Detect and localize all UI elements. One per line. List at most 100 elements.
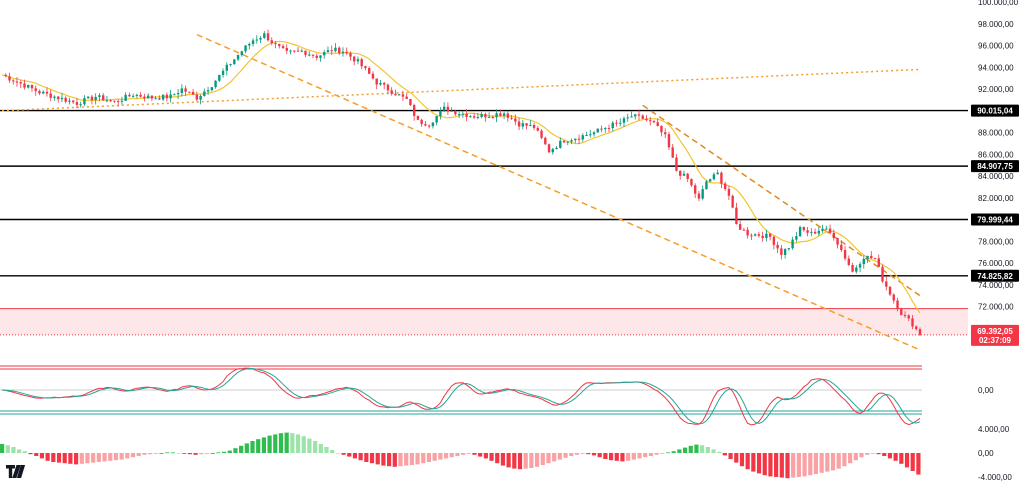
candle-body	[798, 227, 802, 237]
hist-bar	[722, 453, 727, 456]
hist-bar	[762, 453, 767, 476]
candle-body	[562, 140, 566, 143]
candle-body	[184, 88, 187, 92]
hist-bar	[461, 453, 466, 455]
candle-body	[701, 189, 704, 199]
hist-bar	[5, 445, 10, 453]
candle-body	[918, 329, 922, 335]
hist-bar	[142, 453, 147, 455]
candle-body	[150, 95, 154, 99]
candle-body	[656, 122, 659, 126]
candle-body	[810, 231, 813, 233]
candle-body	[611, 122, 614, 129]
candle-body	[753, 234, 757, 236]
hist-bar	[540, 453, 545, 465]
candle-body	[225, 64, 229, 71]
candle-body	[622, 118, 626, 123]
hist-bar	[398, 453, 403, 467]
candle-body	[368, 68, 371, 74]
candle-body	[236, 55, 240, 60]
candle-body	[308, 54, 311, 56]
hist-bar	[130, 453, 136, 458]
candle-body	[304, 50, 307, 55]
candle-body	[652, 120, 656, 123]
hist-bar	[865, 453, 870, 455]
hist-bar	[0, 444, 5, 453]
hist-bar	[56, 453, 62, 463]
candle-body	[761, 235, 764, 239]
candle-body	[877, 258, 880, 267]
candle-body	[83, 98, 86, 105]
hist-bar	[204, 453, 210, 454]
hist-bar	[335, 453, 340, 454]
candle-body	[465, 113, 468, 117]
candle-body	[892, 294, 895, 301]
hist-bar	[819, 453, 824, 473]
candle-body	[664, 132, 667, 135]
candle-body	[206, 90, 210, 92]
hist-bar	[324, 447, 329, 453]
candle-body	[461, 113, 465, 115]
hist-bar	[330, 450, 335, 453]
candle-body	[690, 178, 693, 186]
candle-body	[195, 94, 199, 100]
hist-bar	[768, 453, 773, 477]
hist-bar	[199, 453, 204, 455]
osc-signal-line	[1, 367, 921, 425]
candle-body	[649, 120, 652, 122]
candle-body	[840, 244, 843, 251]
candle-body	[30, 84, 34, 89]
hist-bar	[859, 453, 864, 458]
candle-body	[323, 52, 326, 56]
candle-body	[738, 224, 742, 230]
candle-body	[300, 50, 303, 52]
hist-bar	[626, 453, 631, 461]
hist-bar	[785, 453, 790, 479]
candle-body	[169, 94, 172, 99]
price-tick-label: 86.000,00	[978, 150, 1014, 159]
candle-body	[615, 122, 618, 124]
candle-body	[596, 128, 599, 133]
candle-body	[559, 140, 562, 148]
candle-body	[4, 74, 7, 77]
candle-body	[517, 121, 521, 127]
hist-bar	[165, 452, 170, 454]
candle-body	[847, 258, 851, 265]
candle-body	[727, 189, 731, 196]
price-tick-label: 72.000,00	[978, 303, 1014, 312]
candle-body	[191, 91, 195, 95]
price-tick-label: 78.000,00	[978, 237, 1014, 246]
candle-body	[825, 228, 828, 230]
hist-bar	[387, 453, 392, 467]
hist-bar	[364, 453, 369, 462]
hist-bar	[295, 434, 301, 453]
candle-body	[221, 70, 225, 75]
hist-bar	[808, 453, 813, 476]
candle-body	[514, 118, 517, 122]
candle-body	[776, 244, 779, 249]
candle-body	[765, 233, 768, 239]
candle-body	[263, 33, 266, 38]
candle-body	[120, 100, 124, 102]
hist-bar	[273, 434, 278, 453]
hist-bar	[347, 453, 352, 457]
candle-body	[131, 95, 135, 97]
candle-body	[536, 127, 540, 131]
candle-body	[577, 138, 581, 140]
candle-body	[439, 110, 442, 116]
hist-bar	[34, 453, 39, 456]
hist-bar	[267, 435, 272, 453]
candle-body	[176, 92, 180, 95]
candle-body	[544, 137, 547, 145]
hist-bar	[739, 453, 745, 467]
candle-body	[768, 233, 772, 237]
candle-body	[397, 94, 401, 96]
candle-body	[8, 76, 11, 81]
candle-body	[139, 94, 142, 97]
candle-body	[124, 94, 127, 101]
hist-bar	[569, 453, 574, 456]
candle-body	[828, 228, 832, 233]
candle-body	[424, 124, 427, 126]
